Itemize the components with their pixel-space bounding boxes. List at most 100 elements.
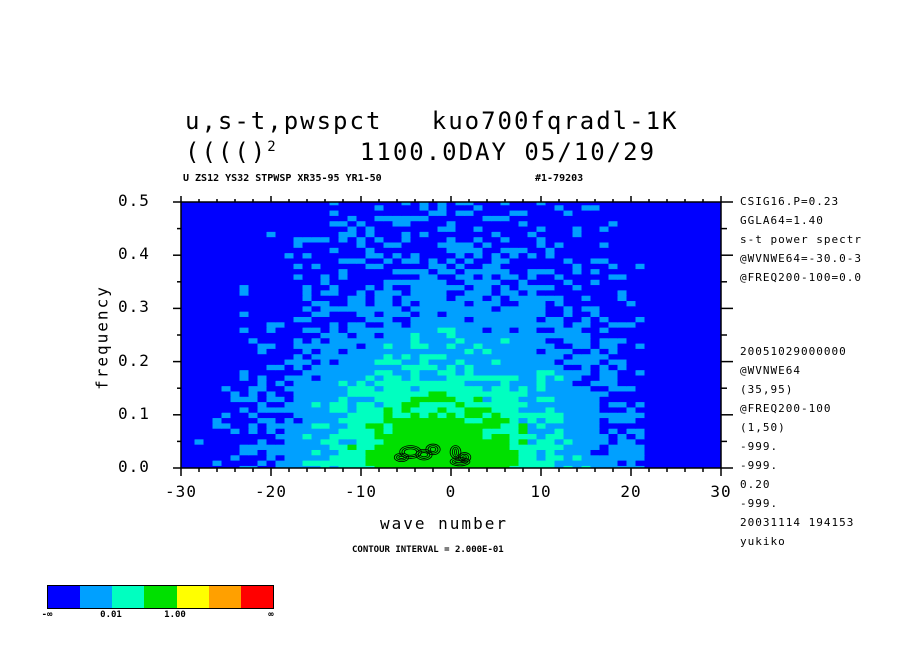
- heatmap-cell: [464, 465, 475, 468]
- heatmap-cell: [293, 332, 304, 339]
- heatmap-cell: [689, 449, 700, 456]
- heatmap-cell: [401, 337, 412, 344]
- heatmap-cell: [320, 428, 331, 435]
- heatmap-cell: [581, 364, 592, 371]
- heatmap-cell: [410, 268, 421, 275]
- heatmap-cell: [473, 348, 484, 355]
- heatmap-cell: [329, 454, 340, 461]
- heatmap-cell: [428, 268, 439, 275]
- heatmap-cell: [221, 465, 232, 468]
- heatmap-cell: [374, 332, 385, 339]
- heatmap-cell: [338, 284, 349, 291]
- heatmap-cell: [563, 444, 574, 450]
- heatmap-cell: [221, 348, 232, 355]
- heatmap-cell: [383, 460, 394, 466]
- heatmap-cell: [617, 300, 628, 307]
- heatmap-cell: [554, 209, 565, 216]
- heatmap-cell: [653, 311, 664, 317]
- heatmap-cell: [671, 380, 682, 387]
- contour-line: [451, 446, 460, 458]
- colorbar-swatch: [176, 586, 209, 608]
- heatmap-cell: [347, 284, 358, 291]
- heatmap-cell: [221, 385, 232, 392]
- heatmap-cell: [689, 311, 700, 317]
- heatmap-cell: [446, 428, 457, 435]
- heatmap-cell: [428, 337, 439, 344]
- heatmap-cell: [257, 449, 268, 456]
- heatmap-cell: [181, 353, 187, 360]
- heatmap-cell: [716, 348, 721, 355]
- heatmap-cell: [428, 374, 439, 381]
- heatmap-cell: [356, 202, 367, 206]
- heatmap-cell: [599, 289, 610, 296]
- heatmap-cell: [230, 465, 241, 468]
- heatmap-cell: [518, 215, 529, 222]
- heatmap-cell: [356, 412, 367, 419]
- heatmap-cell: [698, 353, 709, 360]
- heatmap-cell: [473, 460, 484, 466]
- heatmap-cell: [599, 353, 610, 360]
- heatmap-cell: [221, 300, 232, 307]
- heatmap-cell: [392, 369, 403, 376]
- heatmap-cell: [293, 225, 304, 232]
- heatmap-cell: [338, 428, 349, 435]
- heatmap-cell: [284, 417, 295, 424]
- heatmap-cell: [653, 380, 664, 387]
- heatmap-cell: [185, 460, 196, 466]
- heatmap-cell: [680, 204, 691, 211]
- heatmap-cell: [203, 412, 214, 419]
- heatmap-cell: [482, 433, 493, 440]
- heatmap-cell: [365, 417, 376, 424]
- heatmap-cell: [689, 268, 700, 275]
- heatmap-cell: [455, 380, 466, 387]
- heatmap-cell: [275, 444, 286, 450]
- heatmap-cell: [626, 332, 637, 339]
- heatmap-cell: [266, 257, 277, 264]
- heatmap-cell: [500, 209, 511, 216]
- heatmap-cell: [554, 300, 565, 307]
- heatmap-cell: [680, 417, 691, 424]
- heatmap-cell: [509, 209, 520, 216]
- heatmap-cell: [248, 364, 259, 371]
- heatmap-cell: [410, 279, 421, 286]
- heatmap-cell: [581, 231, 592, 238]
- heatmap-cell: [662, 412, 673, 419]
- heatmap-cell: [518, 332, 529, 339]
- heatmap-cell: [509, 321, 520, 328]
- heatmap-cell: [230, 449, 241, 456]
- heatmap-cell: [383, 268, 394, 275]
- heatmap-cell: [599, 412, 610, 419]
- heatmap-cell: [338, 311, 349, 317]
- heatmap-cell: [572, 380, 583, 387]
- heatmap-cell: [374, 209, 385, 216]
- heatmap-cell: [662, 247, 673, 254]
- heatmap-cell: [482, 252, 493, 259]
- heatmap-cell: [509, 289, 520, 296]
- heatmap-cell: [698, 438, 709, 445]
- heatmap-cell: [374, 401, 385, 408]
- heatmap-cell: [698, 241, 709, 248]
- heatmap-cell: [599, 225, 610, 232]
- heatmap-cell: [181, 252, 187, 259]
- heatmap-cell: [221, 332, 232, 339]
- heatmap-cell: [329, 390, 340, 397]
- heatmap-cell: [536, 444, 547, 450]
- heatmap-cell: [464, 406, 475, 413]
- heatmap-cell: [248, 252, 259, 259]
- heatmap-cell: [500, 449, 511, 456]
- heatmap-cell: [689, 358, 700, 365]
- heatmap-cell: [266, 422, 277, 429]
- heatmap-cell: [239, 396, 250, 403]
- heatmap-cell: [680, 300, 691, 307]
- heatmap-cell: [626, 305, 637, 312]
- heatmap-cell: [554, 247, 565, 254]
- heatmap-cell: [626, 289, 637, 296]
- heatmap-cell: [356, 247, 367, 254]
- heatmap-cell: [230, 460, 241, 466]
- heatmap-cell: [482, 316, 493, 323]
- heatmap-cell: [626, 241, 637, 248]
- heatmap-cell: [707, 337, 718, 344]
- heatmap-cell: [293, 385, 304, 392]
- heatmap-cell: [590, 202, 601, 206]
- heatmap-cell: [626, 284, 637, 291]
